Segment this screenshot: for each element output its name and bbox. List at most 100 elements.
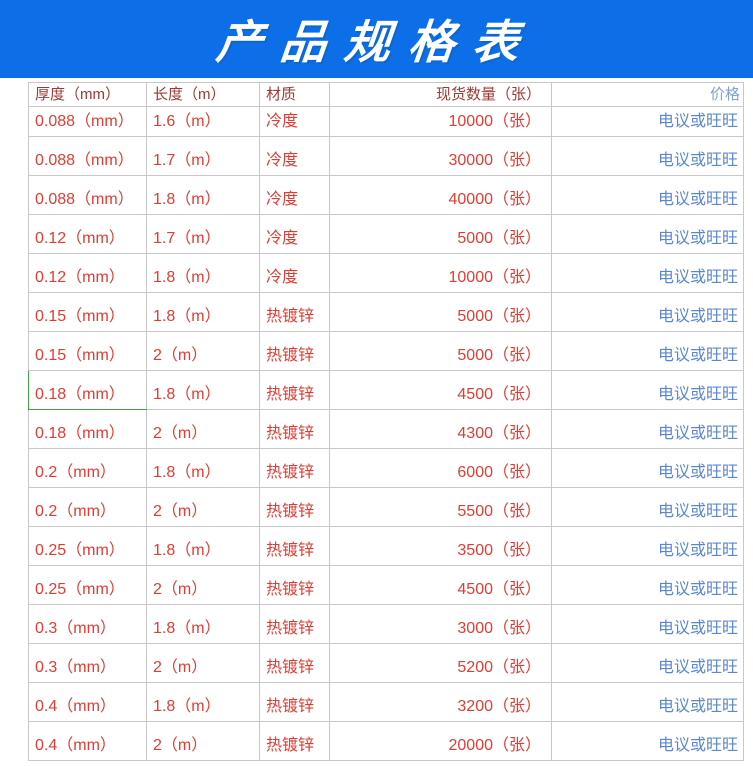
- table-row: 0.25（mm） 2（m） 热镀锌 4500（张） 电议或旺旺: [28, 565, 744, 605]
- price-cell[interactable]: 电议或旺旺: [551, 721, 744, 761]
- column-header-price: 价格: [551, 82, 744, 107]
- quantity-cell: 4500（张）: [329, 370, 552, 410]
- quantity-cell: 4500（张）: [329, 565, 552, 605]
- price-cell[interactable]: 电议或旺旺: [551, 487, 744, 527]
- length-cell: 1.8（m）: [146, 253, 260, 293]
- thickness-cell: 0.4（mm）: [28, 721, 147, 761]
- table-row: 0.2（mm） 1.8（m） 热镀锌 6000（张） 电议或旺旺: [28, 448, 744, 488]
- material-cell: 冷度: [259, 106, 330, 137]
- price-cell[interactable]: 电议或旺旺: [551, 214, 744, 254]
- length-cell: 1.8（m）: [146, 682, 260, 722]
- quantity-cell: 3200（张）: [329, 682, 552, 722]
- material-cell: 热镀锌: [259, 682, 330, 722]
- column-header-thickness: 厚度（mm）: [28, 82, 147, 107]
- price-cell[interactable]: 电议或旺旺: [551, 292, 744, 332]
- length-cell: 1.8（m）: [146, 526, 260, 566]
- length-cell: 2（m）: [146, 643, 260, 683]
- quantity-cell: 5500（张）: [329, 487, 552, 527]
- price-cell[interactable]: 电议或旺旺: [551, 448, 744, 488]
- quantity-cell: 3000（张）: [329, 604, 552, 644]
- table-row: 0.12（mm） 1.8（m） 冷度 10000（张） 电议或旺旺: [28, 253, 744, 293]
- spec-table: 厚度（mm） 长度（m） 材质 现货数量（张） 价格 0.088（mm） 1.6（m） 冷度…: [28, 82, 744, 761]
- table-row: 0.4（mm） 1.8（m） 热镀锌 3200（张） 电议或旺旺: [28, 682, 744, 722]
- table-row: 0.25（mm） 1.8（m） 热镀锌 3500（张） 电议或旺旺: [28, 526, 744, 566]
- thickness-cell: 0.3（mm）: [28, 604, 147, 644]
- length-cell: 2（m）: [146, 331, 260, 371]
- title-banner: 产品规格表: [0, 0, 753, 78]
- price-cell[interactable]: 电议或旺旺: [551, 409, 744, 449]
- table-row: 0.3（mm） 2（m） 热镀锌 5200（张） 电议或旺旺: [28, 643, 744, 683]
- quantity-cell: 4300（张）: [329, 409, 552, 449]
- length-cell: 2（m）: [146, 409, 260, 449]
- table-row: 0.18（mm） 2（m） 热镀锌 4300（张） 电议或旺旺: [28, 409, 744, 449]
- quantity-cell: 5000（张）: [329, 292, 552, 332]
- table-row: 0.4（mm） 2（m） 热镀锌 20000（张） 电议或旺旺: [28, 721, 744, 761]
- table-row: 0.15（mm） 2（m） 热镀锌 5000（张） 电议或旺旺: [28, 331, 744, 371]
- length-cell: 1.8（m）: [146, 175, 260, 215]
- material-cell: 冷度: [259, 253, 330, 293]
- header-row: 厚度（mm） 长度（m） 材质 现货数量（张） 价格: [28, 82, 744, 107]
- spec-table-body: 0.088（mm） 1.6（m） 冷度 10000（张） 电议或旺旺 0.088（mm） 1…: [28, 106, 744, 761]
- thickness-cell: 0.088（mm）: [28, 175, 147, 215]
- thickness-cell: 0.15（mm）: [28, 331, 147, 371]
- table-row: 0.3（mm） 1.8（m） 热镀锌 3000（张） 电议或旺旺: [28, 604, 744, 644]
- quantity-cell: 40000（张）: [329, 175, 552, 215]
- thickness-cell: 0.12（mm）: [28, 253, 147, 293]
- material-cell: 冷度: [259, 136, 330, 176]
- material-cell: 热镀锌: [259, 721, 330, 761]
- thickness-cell: 0.2（mm）: [28, 487, 147, 527]
- quantity-cell: 5000（张）: [329, 331, 552, 371]
- quantity-cell: 6000（张）: [329, 448, 552, 488]
- price-cell[interactable]: 电议或旺旺: [551, 565, 744, 605]
- price-cell[interactable]: 电议或旺旺: [551, 106, 744, 137]
- spec-table-container: 厚度（mm） 长度（m） 材质 现货数量（张） 价格 0.088（mm） 1.6（m） 冷度…: [28, 82, 744, 761]
- length-cell: 1.8（m）: [146, 370, 260, 410]
- price-cell[interactable]: 电议或旺旺: [551, 331, 744, 371]
- length-cell: 1.6（m）: [146, 106, 260, 137]
- length-cell: 1.8（m）: [146, 292, 260, 332]
- table-row: 0.15（mm） 1.8（m） 热镀锌 5000（张） 电议或旺旺: [28, 292, 744, 332]
- quantity-cell: 3500（张）: [329, 526, 552, 566]
- column-header-quantity: 现货数量（张）: [329, 82, 552, 107]
- thickness-cell: 0.18（mm）: [28, 370, 147, 410]
- price-cell[interactable]: 电议或旺旺: [551, 136, 744, 176]
- table-row: 0.18（mm） 1.8（m） 热镀锌 4500（张） 电议或旺旺: [28, 370, 744, 410]
- thickness-cell: 0.18（mm）: [28, 409, 147, 449]
- price-cell[interactable]: 电议或旺旺: [551, 175, 744, 215]
- table-row: 0.12（mm） 1.7（m） 冷度 5000（张） 电议或旺旺: [28, 214, 744, 254]
- price-cell[interactable]: 电议或旺旺: [551, 682, 744, 722]
- material-cell: 热镀锌: [259, 409, 330, 449]
- price-cell[interactable]: 电议或旺旺: [551, 253, 744, 293]
- material-cell: 热镀锌: [259, 292, 330, 332]
- length-cell: 2（m）: [146, 487, 260, 527]
- quantity-cell: 10000（张）: [329, 253, 552, 293]
- length-cell: 2（m）: [146, 721, 260, 761]
- quantity-cell: 5000（张）: [329, 214, 552, 254]
- material-cell: 热镀锌: [259, 487, 330, 527]
- material-cell: 热镀锌: [259, 604, 330, 644]
- thickness-cell: 0.088（mm）: [28, 136, 147, 176]
- table-row: 0.088（mm） 1.8（m） 冷度 40000（张） 电议或旺旺: [28, 175, 744, 215]
- length-cell: 1.8（m）: [146, 604, 260, 644]
- price-cell[interactable]: 电议或旺旺: [551, 370, 744, 410]
- price-cell[interactable]: 电议或旺旺: [551, 526, 744, 566]
- quantity-cell: 20000（张）: [329, 721, 552, 761]
- quantity-cell: 30000（张）: [329, 136, 552, 176]
- thickness-cell: 0.15（mm）: [28, 292, 147, 332]
- material-cell: 热镀锌: [259, 526, 330, 566]
- table-row: 0.088（mm） 1.7（m） 冷度 30000（张） 电议或旺旺: [28, 136, 744, 176]
- material-cell: 热镀锌: [259, 565, 330, 605]
- thickness-cell: 0.088（mm）: [28, 106, 147, 137]
- price-cell[interactable]: 电议或旺旺: [551, 604, 744, 644]
- page-title: 产品规格表: [213, 15, 540, 69]
- thickness-cell: 0.12（mm）: [28, 214, 147, 254]
- thickness-cell: 0.25（mm）: [28, 526, 147, 566]
- material-cell: 热镀锌: [259, 643, 330, 683]
- material-cell: 热镀锌: [259, 370, 330, 410]
- column-header-material: 材质: [259, 82, 330, 107]
- thickness-cell: 0.4（mm）: [28, 682, 147, 722]
- material-cell: 热镀锌: [259, 448, 330, 488]
- price-cell[interactable]: 电议或旺旺: [551, 643, 744, 683]
- material-cell: 冷度: [259, 175, 330, 215]
- material-cell: 冷度: [259, 214, 330, 254]
